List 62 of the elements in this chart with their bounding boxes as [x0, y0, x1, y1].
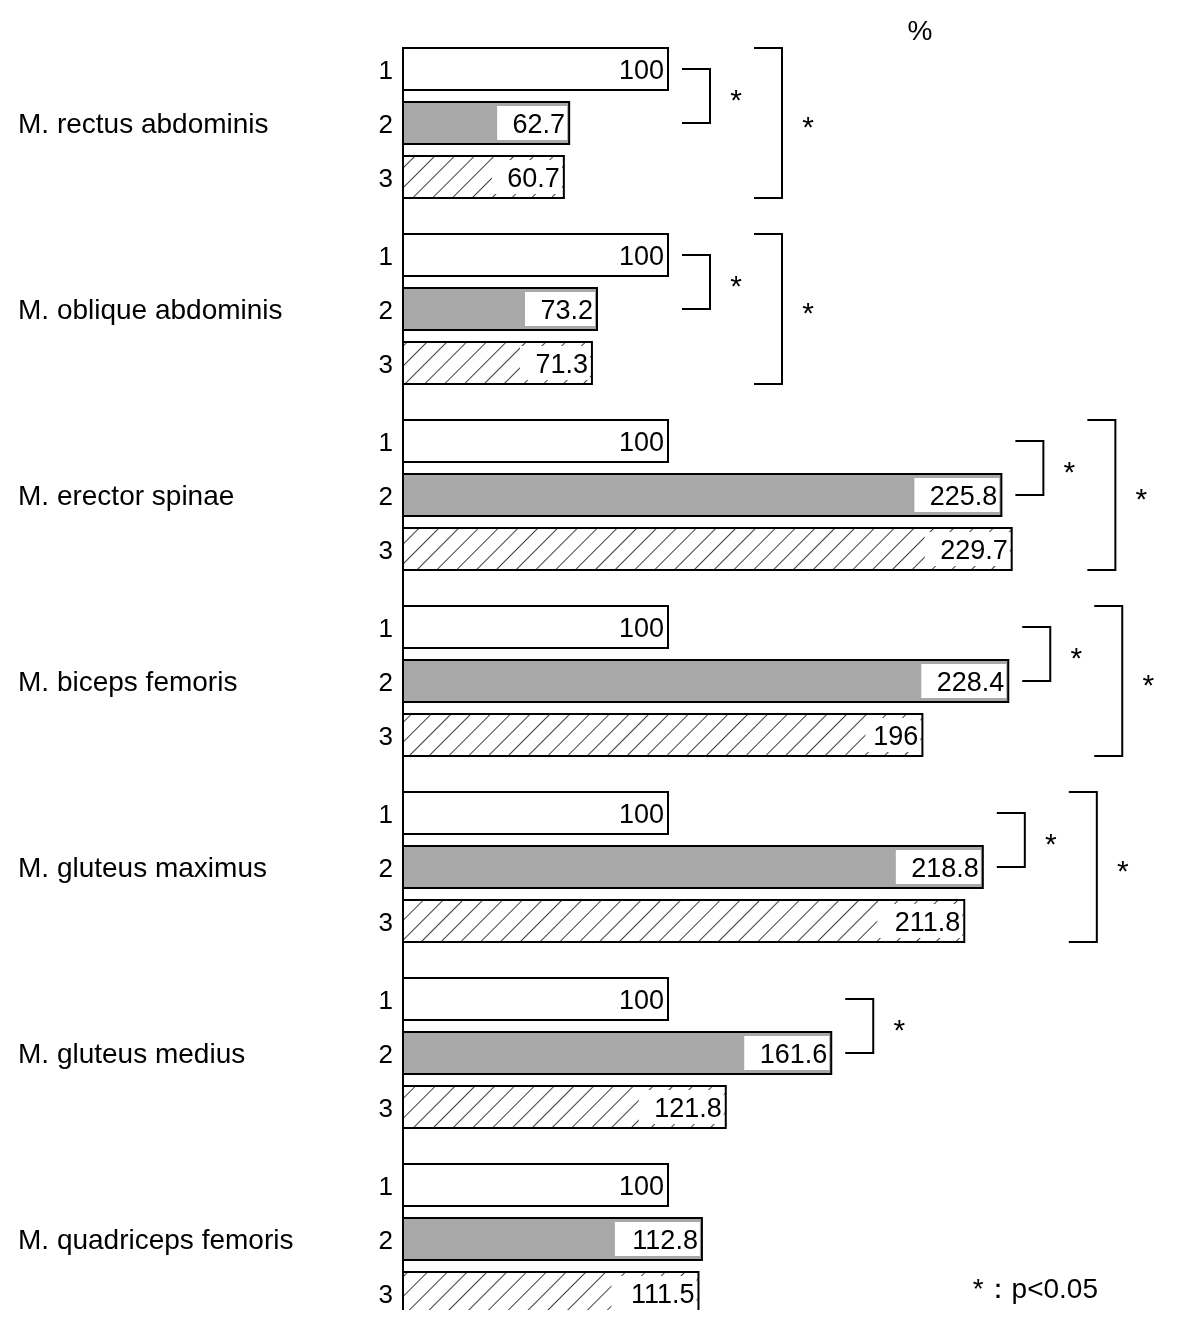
data-label: 100: [618, 1171, 664, 1201]
x-axis-title: %: [907, 15, 933, 46]
data-label: 196: [873, 721, 919, 751]
data-label: 228.4: [936, 667, 1005, 697]
data-label: 71.3: [535, 349, 588, 379]
text: 2: [378, 667, 393, 697]
data-label: 225.8: [929, 481, 998, 511]
y-tick-label: M. biceps femoris: [18, 666, 238, 697]
data-label: 100: [618, 55, 664, 85]
text: 2: [378, 295, 393, 325]
data-label: 73.2: [540, 295, 593, 325]
text: 1: [378, 613, 393, 643]
text: 3: [378, 907, 393, 937]
text: 3: [378, 1279, 393, 1309]
text: *: [1142, 668, 1155, 701]
text: *: [1063, 455, 1076, 488]
text: 1: [378, 799, 393, 829]
data-label: 218.8: [911, 853, 979, 883]
data-label: 100: [618, 985, 664, 1015]
annotation: *: [730, 83, 743, 116]
annotation: *: [893, 1013, 906, 1046]
data-label: 60.7: [507, 163, 560, 193]
text: 2: [378, 853, 393, 883]
text: 1: [378, 241, 393, 271]
series-label: 2: [378, 109, 393, 139]
text: 2: [378, 1039, 393, 1069]
y-tick-label: M. rectus abdominis: [18, 108, 269, 139]
text: 3: [378, 721, 393, 751]
text: *: [1135, 482, 1148, 515]
annotation: *: [730, 269, 743, 302]
text: *: [1116, 854, 1129, 887]
data-label: 161.6: [759, 1039, 828, 1069]
data-label: 229.7: [940, 535, 1008, 565]
y-tick-label: M. gluteus maximus: [18, 852, 267, 883]
data-label: 100: [618, 613, 664, 643]
data-label: 100: [618, 241, 664, 271]
y-tick-label: M. gluteus medius: [18, 1038, 246, 1069]
annotation: *：p<0.05: [972, 1273, 1098, 1304]
data-label: 100: [618, 799, 664, 829]
text: 2: [378, 1225, 393, 1255]
text: 1: [378, 985, 393, 1015]
text: 3: [378, 535, 393, 565]
data-label: 121.8: [654, 1093, 722, 1123]
data-label: 100: [618, 427, 664, 457]
text: 3: [378, 1093, 393, 1123]
text: 1: [378, 1171, 393, 1201]
series-label: 3: [378, 163, 393, 193]
y-tick-label: M. quadriceps femoris: [18, 1224, 294, 1255]
series-label: 1: [378, 55, 393, 85]
text: 1: [378, 427, 393, 457]
annotation: *: [802, 296, 815, 329]
data-label: 112.8: [632, 1225, 698, 1255]
text: 3: [378, 349, 393, 379]
data-label: 62.7: [512, 109, 566, 139]
data-label: 111.5: [630, 1279, 695, 1309]
annotation: *: [802, 110, 815, 143]
text: *: [1070, 641, 1083, 674]
data-label: 211.8: [894, 907, 961, 937]
y-tick-label: M. erector spinae: [18, 480, 235, 511]
y-tick-label: M. oblique abdominis: [18, 294, 283, 325]
text: 2: [378, 481, 393, 511]
text: *: [1044, 827, 1057, 860]
